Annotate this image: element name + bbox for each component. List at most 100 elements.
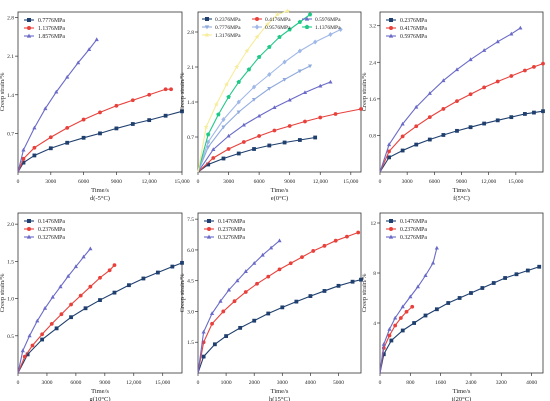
data-point [98, 275, 102, 280]
data-point [81, 254, 86, 259]
data-point [387, 326, 392, 331]
y-axis-label: Creep strain/% [0, 72, 6, 111]
legend-marker [389, 219, 393, 223]
legend: 0.2376MPa 0.4176MPa 0.5976MPa [386, 18, 427, 40]
data-point [427, 115, 432, 120]
x-tick-label: 3200 [496, 380, 507, 386]
data-point [234, 64, 240, 70]
data-point [423, 273, 428, 278]
data-point [468, 92, 473, 97]
y-tick-label: 0.8 [369, 133, 376, 139]
data-point [313, 135, 318, 140]
data-point [221, 125, 226, 130]
x-tick-label: 1000 [221, 380, 232, 386]
data-point [267, 143, 272, 148]
data-point [495, 79, 500, 84]
data-point [287, 97, 292, 102]
legend-marker [388, 234, 394, 239]
data-point [88, 246, 93, 251]
y-tick-label: 0.5 [7, 334, 14, 340]
data-point [345, 234, 349, 239]
data-point [54, 89, 59, 94]
data-point [300, 255, 304, 260]
data-point [98, 298, 102, 302]
data-point [226, 94, 231, 99]
series-0.1476MPa [379, 264, 542, 374]
data-point [441, 133, 446, 137]
x-tick-label: 15,000 [343, 179, 358, 185]
plot-frame [379, 212, 544, 374]
data-point [209, 311, 215, 316]
data-point [254, 34, 260, 40]
series-0.4176MPa [197, 107, 363, 173]
data-point [21, 160, 26, 165]
legend-marker [204, 25, 210, 30]
data-point [235, 278, 240, 283]
legend: 0.1476MPa 0.2376MPa 0.3276MPa [386, 219, 427, 241]
data-point [282, 140, 287, 145]
data-point [114, 126, 119, 131]
series-0.2376MPa [379, 109, 545, 173]
data-point [267, 44, 272, 49]
data-point [532, 64, 536, 69]
legend-marker [389, 227, 393, 231]
data-point [40, 332, 45, 337]
legend: 0.1476MPa 0.2376MPa 0.3276MPa [204, 219, 245, 241]
data-point [255, 281, 259, 286]
legend-marker [388, 33, 394, 38]
data-point [127, 283, 131, 288]
data-point [387, 155, 391, 160]
data-point [455, 128, 459, 133]
data-point [86, 47, 92, 52]
data-point [251, 97, 257, 102]
x-tick-label: 15,000 [155, 380, 170, 386]
legend-label: 0.2376MPa [38, 227, 65, 233]
legend-marker [205, 17, 209, 21]
legend-marker [27, 227, 31, 231]
panel-caption: i(20°C) [452, 396, 472, 401]
y-tick-label: 2.1 [7, 54, 14, 60]
data-point [216, 112, 221, 117]
data-point [408, 294, 413, 299]
legend-label: 0.7776MPa [38, 18, 65, 24]
data-point [430, 260, 436, 265]
series-0.5976MPa [379, 25, 523, 173]
data-point [308, 294, 313, 298]
data-point [241, 140, 246, 144]
x-axis-label: Time/s [91, 388, 109, 395]
data-point [267, 72, 272, 77]
legend-label: 0.9576MPa [265, 25, 291, 31]
legend-label: 0.2376MPa [218, 227, 245, 233]
y-tick-label: 2.0 [7, 222, 14, 228]
data-point [297, 19, 303, 24]
series-1.1376MPa [17, 87, 173, 173]
legend-marker [389, 26, 393, 30]
y-tick-label: 6.0 [187, 248, 194, 254]
series-0.3276MPa [379, 245, 439, 374]
data-point [83, 306, 88, 311]
data-point [318, 83, 323, 88]
data-point [400, 304, 405, 309]
data-point [274, 11, 280, 17]
y-tick-label: 3.2 [369, 24, 376, 30]
legend-label: 0.1476MPa [218, 219, 245, 225]
data-point [65, 140, 70, 145]
data-point [307, 64, 313, 69]
chart-panel-5: 0 1000 2000 3000 4000 5000 1.5 3.0 4.5 6.0 7.5 Time… [179, 212, 363, 401]
data-point [400, 328, 405, 333]
data-point [434, 245, 439, 250]
data-point [32, 153, 37, 158]
series-line [197, 29, 341, 173]
data-point [224, 81, 230, 87]
data-point [169, 87, 173, 92]
x-tick-label: 12,000 [481, 179, 496, 185]
x-tick-label: 12,000 [142, 179, 157, 185]
series-line [197, 14, 311, 173]
data-point [455, 99, 459, 104]
data-point [518, 25, 523, 30]
data-point [203, 124, 209, 130]
data-point [525, 268, 530, 273]
data-point [541, 61, 545, 66]
data-point [387, 333, 392, 338]
